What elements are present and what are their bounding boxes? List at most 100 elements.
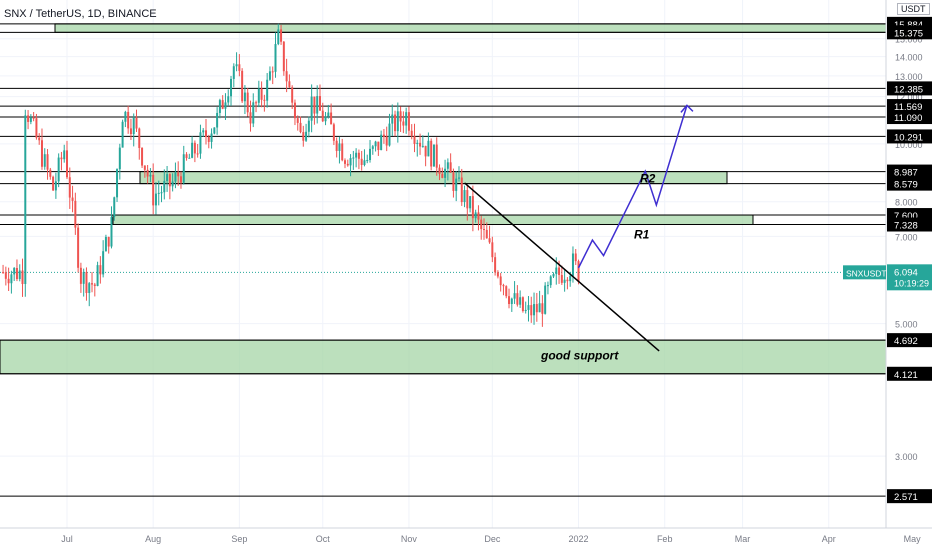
zone-1 <box>139 171 728 185</box>
candle-body <box>52 176 55 191</box>
candle-body <box>363 160 366 165</box>
x-tick-label: Jul <box>61 534 73 544</box>
candle-body <box>15 268 18 280</box>
candle-body <box>199 132 202 154</box>
candle-body <box>218 100 221 113</box>
candle-body <box>288 81 291 88</box>
candle-body <box>235 64 238 67</box>
candle-body <box>113 197 116 218</box>
candle-body <box>471 196 474 219</box>
candle-body <box>268 71 271 80</box>
candle-body <box>574 253 577 262</box>
candle-body <box>243 92 246 102</box>
candle-body <box>371 146 374 149</box>
candle-body <box>238 64 241 71</box>
candle-body <box>110 217 113 247</box>
candle-body <box>377 141 380 151</box>
candle-body <box>430 140 433 167</box>
currency-badge[interactable]: USDT <box>897 3 930 15</box>
candle-body <box>285 71 288 82</box>
candle-body <box>552 274 555 277</box>
x-tick-label: Sep <box>231 534 247 544</box>
candle-body <box>24 115 27 285</box>
candle-body <box>307 120 310 132</box>
candle-body <box>380 134 383 151</box>
candle-body <box>469 196 472 209</box>
candle-body <box>141 147 144 166</box>
candle-body <box>249 112 252 124</box>
candle-body <box>494 257 497 273</box>
candle-body <box>510 298 513 305</box>
y-tick-label: 12.000 <box>895 93 923 103</box>
candle-body <box>91 283 94 285</box>
candle-body <box>213 127 216 134</box>
candle-body <box>99 265 102 275</box>
candle-body <box>421 145 424 147</box>
candle-body <box>558 267 561 275</box>
candle-body <box>549 276 552 286</box>
candle-body <box>457 177 460 179</box>
grid <box>0 0 913 528</box>
level-badge-11: 2.571 <box>894 492 918 503</box>
candle-body <box>357 152 360 159</box>
candle-body <box>505 286 508 297</box>
candle-body <box>46 154 49 170</box>
candle-body <box>57 157 60 182</box>
candle-body <box>335 140 338 151</box>
candle-body <box>227 96 230 103</box>
candle-body <box>485 229 488 239</box>
candle-body <box>135 117 138 129</box>
candle-body <box>266 79 269 101</box>
candle-body <box>29 117 32 122</box>
zones <box>0 23 887 375</box>
candle-body <box>138 128 141 148</box>
candle-body <box>85 272 88 293</box>
y-tick-label: 13.000 <box>895 72 923 82</box>
level-badge-10-bg <box>887 366 932 381</box>
y-tick-label: 10.000 <box>895 140 923 150</box>
candle-body <box>396 111 399 132</box>
candle-body <box>255 102 258 104</box>
candle-body <box>327 112 330 117</box>
candle-body <box>54 181 57 191</box>
candle-body <box>274 44 277 72</box>
label-good-support: good support <box>540 349 619 363</box>
zone-3 <box>0 339 887 375</box>
candle-body <box>196 153 199 155</box>
candle-body <box>116 169 119 198</box>
candle-body <box>118 147 121 170</box>
candle-body <box>452 172 455 191</box>
candle-body <box>324 116 327 122</box>
candle-body <box>527 305 530 310</box>
level-badge-1: 12.385 <box>894 84 923 95</box>
candle-body <box>407 112 410 131</box>
candle-body <box>241 70 244 102</box>
candle-body <box>424 145 427 157</box>
candle-body <box>202 130 205 133</box>
candle-body <box>435 144 438 168</box>
candle-body <box>349 158 352 166</box>
candle-body <box>63 150 66 160</box>
candle-body <box>499 276 502 286</box>
candle-body <box>171 181 174 187</box>
level-badge-8: 7.328 <box>894 221 918 232</box>
level-badge-4-bg <box>887 129 932 144</box>
level-badge-4: 10.291 <box>894 132 923 143</box>
candle-body <box>444 168 447 178</box>
candle-body <box>246 92 249 113</box>
y-tick-label: 14.000 <box>895 53 923 63</box>
x-tick-label: Mar <box>735 534 751 544</box>
candle-body <box>488 238 491 243</box>
y-tick-label: 7.000 <box>895 232 918 242</box>
level-badge-9: 4.692 <box>894 336 918 347</box>
candle-body <box>177 172 180 177</box>
time-axis-bg <box>0 528 886 550</box>
candle-body <box>291 87 294 103</box>
level-badge-6: 8.579 <box>894 180 918 191</box>
candle-body <box>252 102 255 124</box>
candle-body <box>205 130 207 138</box>
candle-body <box>416 142 419 144</box>
candle-body <box>521 297 524 312</box>
